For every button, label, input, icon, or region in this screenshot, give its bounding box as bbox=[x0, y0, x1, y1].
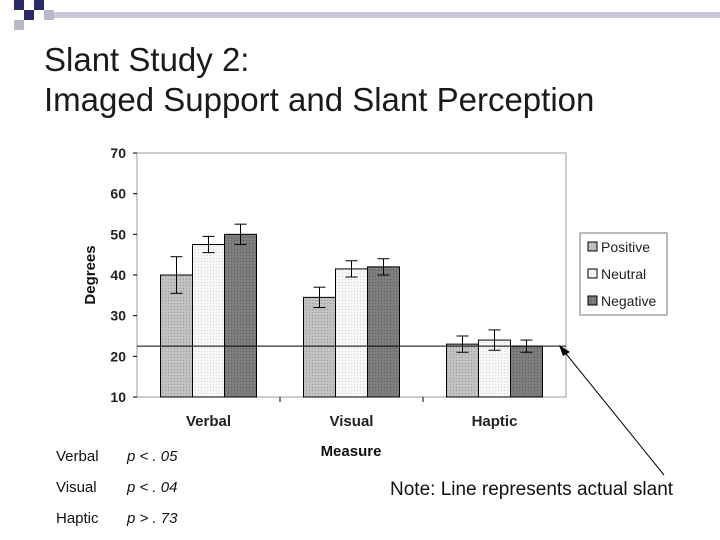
bar-neutral-visual bbox=[335, 268, 368, 398]
y-tick-label: 70 bbox=[110, 145, 126, 161]
legend-swatch-negative bbox=[587, 295, 598, 306]
x-axis-label: Measure bbox=[321, 443, 382, 460]
legend-swatch-neutral bbox=[587, 268, 598, 279]
y-tick-label: 50 bbox=[110, 226, 126, 242]
legend: Positive Neutral Negative bbox=[579, 232, 668, 316]
slide-title-line2: Imaged Support and Slant Perception bbox=[44, 81, 595, 118]
legend-label-neutral: Neutral bbox=[601, 266, 646, 282]
bar-neutral-verbal bbox=[192, 244, 225, 398]
note-arrow-line bbox=[562, 349, 665, 476]
bar-positive-visual bbox=[303, 296, 336, 398]
note-arrow-head bbox=[559, 345, 570, 356]
bar-negative-visual bbox=[367, 266, 400, 398]
legend-label-negative: Negative bbox=[601, 293, 656, 309]
y-tick-label: 20 bbox=[110, 348, 126, 364]
stat-label: Haptic bbox=[56, 510, 99, 527]
stat-label: Visual bbox=[56, 479, 97, 496]
slide-title-line1: Slant Study 2: bbox=[44, 41, 250, 78]
note-text: Note: Line represents actual slant bbox=[390, 479, 674, 500]
x-tick-label: Visual bbox=[330, 413, 374, 430]
y-tick-label: 30 bbox=[110, 308, 126, 324]
x-tick-label: Verbal bbox=[186, 413, 231, 430]
bar-negative-verbal bbox=[224, 233, 257, 398]
y-tick-label: 40 bbox=[110, 267, 126, 283]
y-axis-label: Degrees bbox=[82, 245, 99, 304]
title-decoration bbox=[14, 0, 720, 30]
x-tick-label: Haptic bbox=[472, 413, 518, 430]
bar-negative-haptic bbox=[510, 345, 543, 398]
stat-value: p > . 73 bbox=[127, 510, 178, 527]
y-tick-label: 60 bbox=[110, 186, 126, 202]
slide-title: Slant Study 2: Imaged Support and Slant … bbox=[44, 40, 594, 120]
legend-label-positive: Positive bbox=[601, 239, 650, 255]
stat-label: Verbal bbox=[56, 448, 99, 465]
legend-swatch-positive bbox=[587, 241, 598, 252]
stat-value: p < . 04 bbox=[127, 479, 178, 496]
y-tick-label: 10 bbox=[110, 389, 126, 405]
stat-value: p < . 05 bbox=[127, 448, 178, 465]
